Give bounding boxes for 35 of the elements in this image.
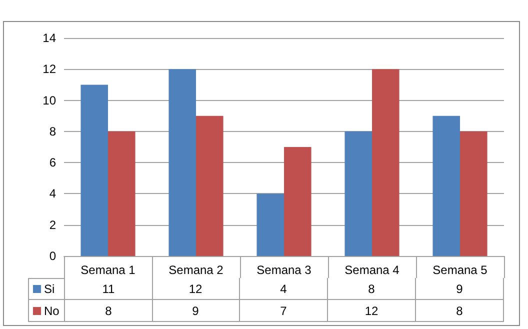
data-label: 4: [240, 278, 328, 300]
data-label: 11: [64, 278, 153, 300]
x-tick-label: Semana 2: [168, 263, 224, 277]
bar: [284, 147, 312, 256]
bar: [80, 84, 108, 256]
y-tick-label: 4: [49, 186, 56, 201]
bar: [168, 69, 196, 256]
x-tick-label: Semana 5: [432, 263, 488, 277]
bar: [460, 131, 488, 256]
x-tick-label: Semana 4: [344, 263, 400, 277]
y-tick-label: 2: [49, 218, 56, 232]
data-label: 8: [416, 300, 504, 322]
bar: [196, 116, 224, 256]
y-tick-label: 8: [49, 124, 56, 138]
bar: [372, 69, 400, 256]
bar: [432, 116, 460, 256]
y-tick-label: 14: [42, 31, 56, 45]
bar: [256, 194, 284, 256]
data-label: 12: [152, 278, 240, 300]
y-tick-label: 12: [42, 62, 56, 76]
bar: [344, 131, 372, 256]
legend-label: Si: [44, 282, 55, 296]
data-label: 7: [240, 300, 328, 322]
data-label: 12: [328, 300, 416, 322]
bar: [108, 131, 136, 256]
y-tick-label: 0: [49, 249, 56, 263]
y-tick-label: 10: [42, 93, 56, 108]
data-label: 9: [416, 278, 504, 300]
x-tick-label: Semana 3: [256, 263, 312, 277]
x-tick-label: Semana 1: [80, 263, 136, 277]
legend-label: No: [44, 304, 60, 318]
data-label: 8: [328, 278, 416, 300]
data-label: 9: [152, 300, 240, 322]
data-label: 8: [64, 300, 153, 322]
y-tick-label: 6: [49, 156, 56, 170]
